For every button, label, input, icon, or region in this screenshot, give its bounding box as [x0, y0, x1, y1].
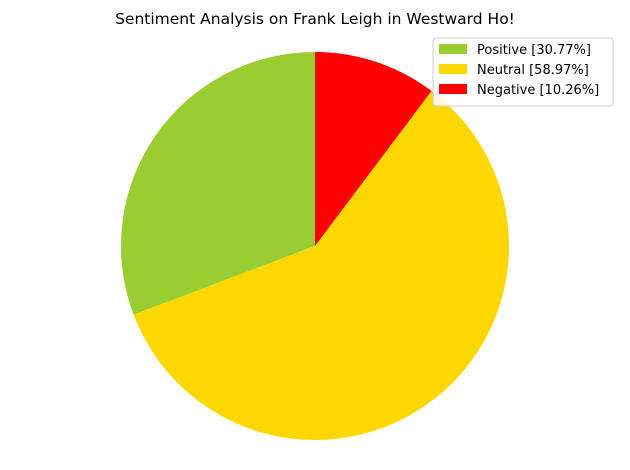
- legend-frame: [432, 37, 614, 107]
- legend-swatch: [439, 44, 467, 54]
- legend-label: Positive [30.77%]: [477, 43, 591, 58]
- legend: Positive [30.77%] Neutral [58.97%] Negativ…: [432, 37, 614, 107]
- pie-slice-neutral: [133, 90, 509, 440]
- chart-title: Sentiment Analysis on Frank Leigh in Wes…: [115, 10, 515, 28]
- legend-label: Neutral [58.97%]: [477, 63, 589, 78]
- legend-swatch: [439, 84, 467, 94]
- pie-slices: [120, 52, 509, 440]
- pie-slice-negative: [315, 52, 432, 246]
- legend-swatch: [439, 64, 467, 74]
- legend-label: Negative [10.26%]: [477, 83, 599, 98]
- pie-slice-positive: [120, 52, 316, 315]
